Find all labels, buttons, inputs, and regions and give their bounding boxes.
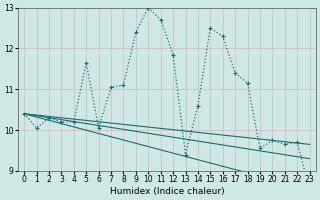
X-axis label: Humidex (Indice chaleur): Humidex (Indice chaleur) [109, 187, 224, 196]
